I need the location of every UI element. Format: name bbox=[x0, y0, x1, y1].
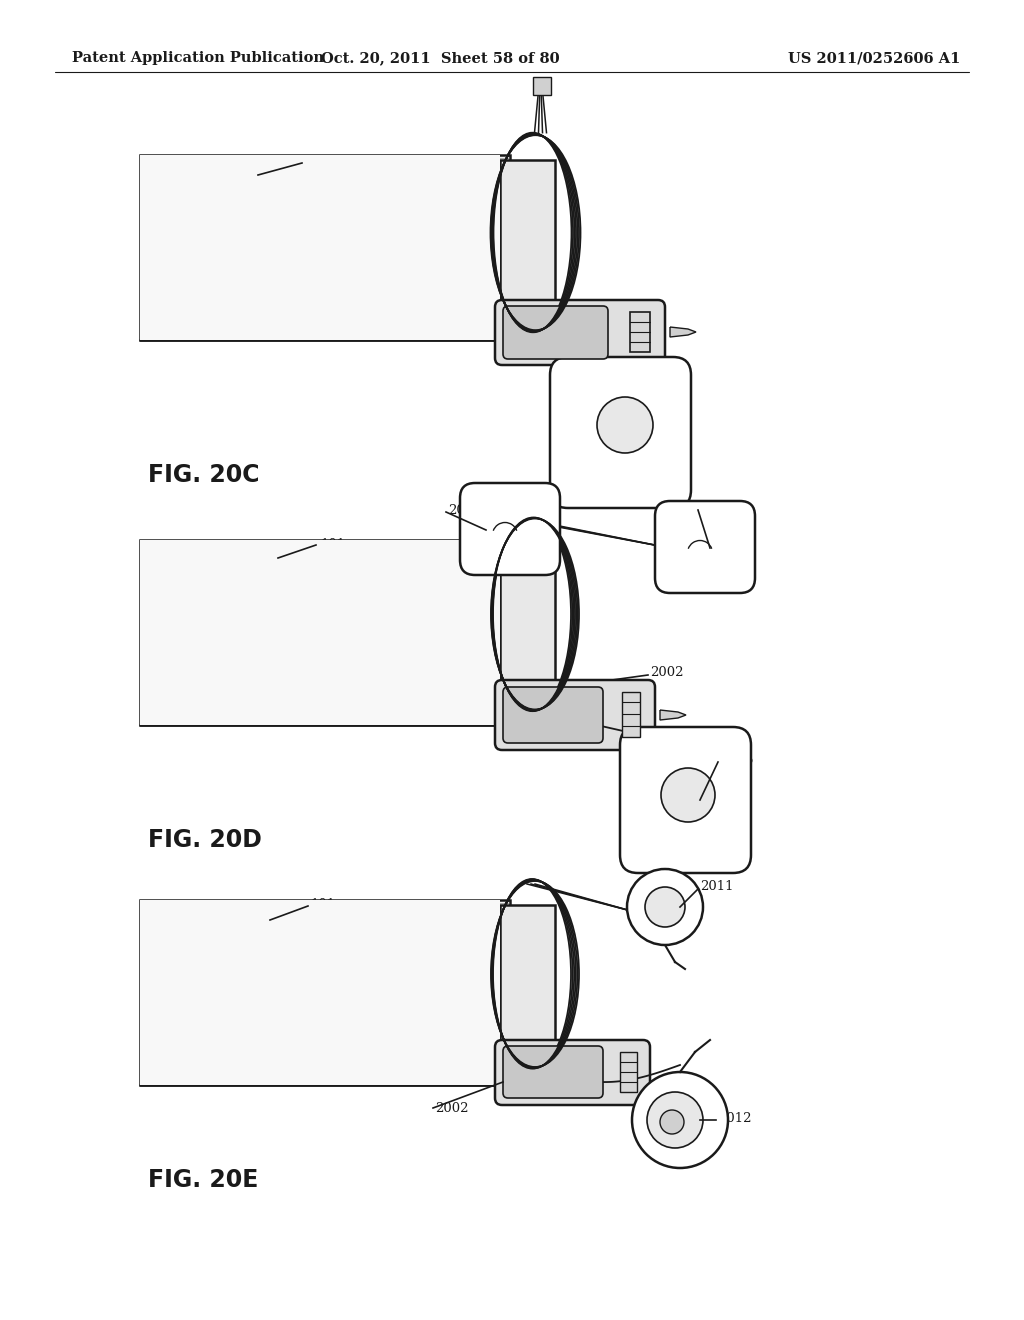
Text: US 2011/0252606 A1: US 2011/0252606 A1 bbox=[787, 51, 961, 65]
Bar bbox=[620, 1052, 637, 1092]
Bar bbox=[630, 312, 650, 352]
Text: 2012: 2012 bbox=[718, 1111, 752, 1125]
Text: 2011: 2011 bbox=[700, 880, 733, 894]
Bar bbox=[140, 900, 500, 1085]
PathPatch shape bbox=[670, 327, 696, 337]
Text: FIG. 20E: FIG. 20E bbox=[148, 1168, 258, 1192]
Text: 101: 101 bbox=[310, 899, 335, 912]
Text: 2005: 2005 bbox=[720, 754, 754, 767]
Bar bbox=[140, 900, 510, 1085]
Circle shape bbox=[597, 397, 653, 453]
Circle shape bbox=[632, 1072, 728, 1168]
Bar bbox=[140, 154, 500, 341]
Bar bbox=[140, 540, 500, 725]
Bar bbox=[140, 154, 510, 341]
Text: FIG. 20D: FIG. 20D bbox=[148, 828, 262, 851]
Bar bbox=[500, 906, 555, 1080]
FancyBboxPatch shape bbox=[495, 680, 655, 750]
FancyBboxPatch shape bbox=[460, 483, 560, 576]
Text: Patent Application Publication: Patent Application Publication bbox=[72, 51, 324, 65]
Circle shape bbox=[647, 1092, 703, 1148]
Text: Oct. 20, 2011  Sheet 58 of 80: Oct. 20, 2011 Sheet 58 of 80 bbox=[321, 51, 559, 65]
Text: FIG. 20C: FIG. 20C bbox=[148, 463, 259, 487]
Bar bbox=[500, 545, 555, 719]
Text: 2002: 2002 bbox=[650, 667, 683, 680]
Bar bbox=[140, 540, 510, 725]
FancyBboxPatch shape bbox=[503, 306, 608, 359]
Bar bbox=[500, 160, 555, 335]
Text: 101: 101 bbox=[305, 157, 330, 169]
Text: 2012: 2012 bbox=[700, 502, 733, 515]
FancyBboxPatch shape bbox=[503, 1045, 603, 1098]
Bar bbox=[622, 692, 640, 737]
PathPatch shape bbox=[660, 710, 686, 719]
Circle shape bbox=[645, 887, 685, 927]
Circle shape bbox=[627, 869, 703, 945]
Text: 2002: 2002 bbox=[435, 1101, 469, 1114]
Bar bbox=[532, 77, 551, 95]
Circle shape bbox=[660, 1110, 684, 1134]
FancyBboxPatch shape bbox=[503, 686, 603, 743]
FancyBboxPatch shape bbox=[550, 356, 691, 508]
FancyBboxPatch shape bbox=[495, 300, 665, 366]
Text: 2011: 2011 bbox=[449, 503, 481, 516]
FancyBboxPatch shape bbox=[655, 502, 755, 593]
FancyBboxPatch shape bbox=[620, 727, 751, 873]
FancyBboxPatch shape bbox=[495, 1040, 650, 1105]
Text: 101: 101 bbox=[319, 539, 345, 552]
Circle shape bbox=[662, 768, 715, 822]
